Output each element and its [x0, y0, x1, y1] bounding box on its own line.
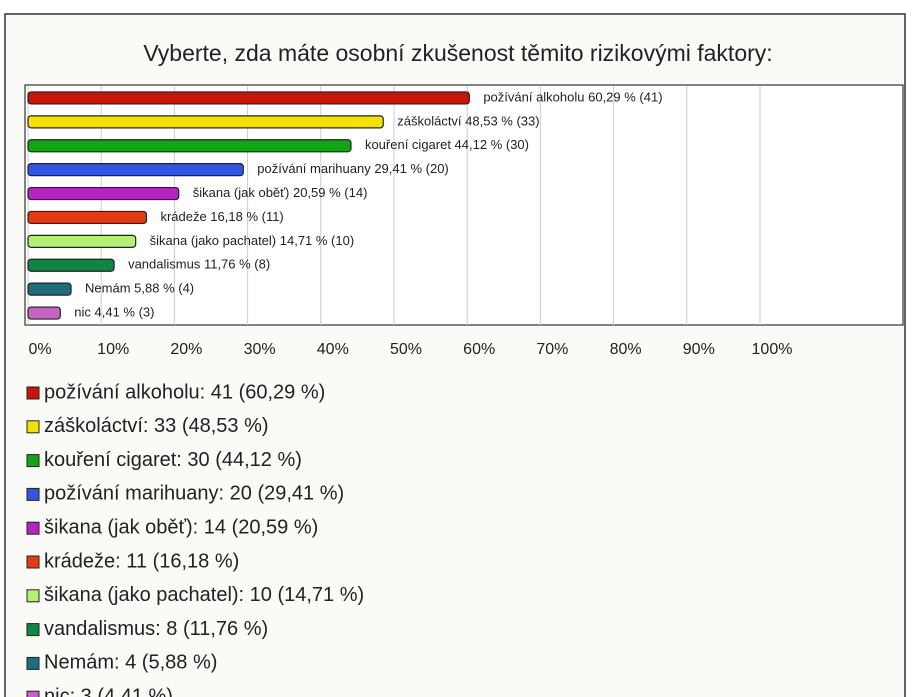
- bar: [27, 258, 115, 272]
- legend-swatch: [26, 454, 40, 468]
- bar-label: šikana (jak oběť) 20,59 % (14): [193, 185, 368, 200]
- bar-label: nic 4,41 % (3): [74, 304, 154, 319]
- chart-title: Vyberte, zda máte osobní zkušenost těmit…: [143, 40, 772, 66]
- legend-swatch: [26, 521, 40, 535]
- legend-swatch: [26, 487, 40, 501]
- bar: [27, 139, 352, 153]
- x-tick-label: 60%: [463, 341, 495, 358]
- bar-label: šikana (jako pachatel) 14,71 % (10): [150, 233, 355, 248]
- legend-label: záškoláctví: 33 (48,53 %): [44, 415, 269, 437]
- bar-label: požívání alkoholu 60,29 % (41): [483, 89, 662, 104]
- legend-label: požívání alkoholu: 41 (60,29 %): [44, 381, 325, 403]
- legend-swatch: [26, 420, 40, 434]
- bar-label: krádeže 16,18 % (11): [160, 209, 283, 224]
- x-tick-label: 70%: [536, 341, 568, 358]
- bar-label: Nemám 5,88 % (4): [85, 281, 194, 296]
- x-tick-label: 0%: [28, 341, 51, 358]
- bar: [27, 186, 180, 201]
- bar-label: záškoláctví 48,53 % (33): [397, 113, 539, 128]
- legend-swatch: [26, 690, 40, 697]
- x-tick-label: 90%: [683, 341, 715, 358]
- bar: [27, 282, 72, 296]
- legend-swatch: [26, 623, 40, 637]
- bar-label: požívání marihuany 29,41 % (20): [257, 161, 449, 176]
- legend-label: šikana (jak oběť): 14 (20,59 %): [44, 516, 318, 538]
- bar: [27, 306, 61, 320]
- x-tick-label: 80%: [610, 341, 642, 358]
- bar: [27, 163, 244, 177]
- legend-label: vandalismus: 8 (11,76 %): [44, 618, 268, 640]
- x-tick-label: 100%: [752, 341, 793, 358]
- legend-label: Nemám: 4 (5,88 %): [44, 652, 217, 674]
- bar: [27, 210, 148, 225]
- legend-swatch: [26, 589, 40, 603]
- x-tick-label: 20%: [170, 341, 202, 358]
- legend-swatch: [26, 386, 40, 400]
- legend-label: požívání marihuany: 20 (29,41 %): [44, 483, 344, 505]
- legend-label: krádeže: 11 (16,18 %): [44, 550, 239, 572]
- x-tick-label: 10%: [97, 341, 129, 358]
- legend-label: kouření cigaret: 30 (44,12 %): [44, 449, 302, 471]
- legend-label: šikana (jako pachatel): 10 (14,71 %): [44, 584, 364, 606]
- legend-swatch: [26, 555, 40, 569]
- legend-swatch: [26, 656, 40, 670]
- legend-label: nic: 3 (4,41 %): [44, 685, 173, 697]
- bar-label: vandalismus 11,76 % (8): [128, 257, 270, 272]
- x-tick-label: 30%: [244, 341, 276, 358]
- x-tick-label: 40%: [317, 341, 349, 358]
- bar: [27, 115, 384, 129]
- bar: [27, 234, 137, 248]
- x-tick-label: 50%: [390, 341, 422, 358]
- bar: [27, 91, 470, 105]
- bar-label: kouření cigaret 44,12 % (30): [365, 137, 529, 152]
